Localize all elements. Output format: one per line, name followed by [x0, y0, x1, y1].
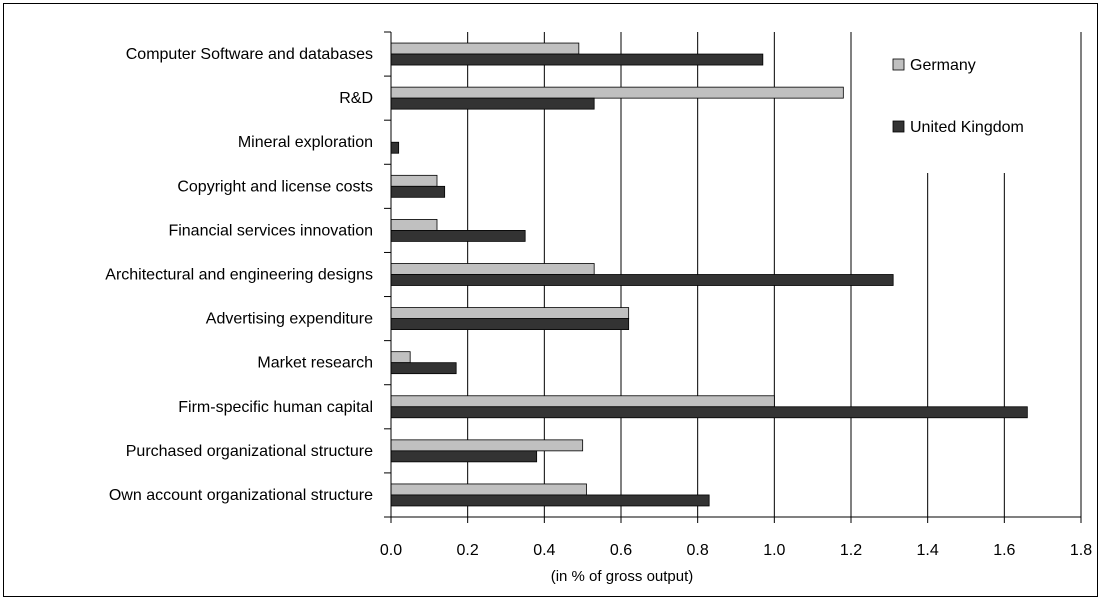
legend-swatch-germany — [892, 58, 905, 71]
bar-united-kingdom — [390, 494, 710, 507]
bar-united-kingdom — [390, 97, 595, 110]
legend: Germany United Kingdom — [892, 57, 1024, 136]
bar-united-kingdom — [390, 185, 446, 198]
x-tick-label: 1.0 — [763, 542, 785, 559]
bar-united-kingdom — [390, 406, 1028, 419]
x-tick-label: 1.4 — [917, 542, 939, 559]
category-label: R&D — [339, 90, 373, 107]
x-tick-label: 0.4 — [533, 542, 555, 559]
bar-germany — [390, 483, 587, 496]
bar-united-kingdom — [390, 362, 457, 375]
bar-germany — [390, 439, 584, 452]
x-tick-label: 1.2 — [840, 542, 862, 559]
bar-united-kingdom — [390, 318, 630, 330]
bars — [390, 42, 1028, 507]
bar-germany — [390, 263, 595, 275]
x-tick-label: 0.8 — [687, 542, 709, 559]
category-label: Financial services innovation — [168, 222, 373, 239]
category-label: Computer Software and databases — [126, 46, 373, 63]
category-label: Firm-specific human capital — [178, 399, 373, 416]
category-label: Mineral exploration — [238, 134, 373, 151]
x-tick-label: 0.2 — [457, 542, 479, 559]
bar-germany — [390, 395, 775, 408]
category-label: Market research — [257, 355, 373, 372]
x-tick-label: 0.0 — [380, 542, 402, 559]
category-label: Purchased organizational structure — [126, 443, 373, 460]
category-label: Own account organizational structure — [109, 487, 373, 504]
bar-united-kingdom — [390, 53, 764, 66]
bar-germany — [390, 219, 438, 231]
legend-swatch-united-kingdom — [892, 120, 905, 133]
category-label: Copyright and license costs — [177, 178, 373, 195]
bar-united-kingdom — [390, 274, 894, 286]
category-label: Architectural and engineering designs — [105, 267, 373, 284]
bar-germany — [390, 351, 411, 364]
bar-germany — [390, 42, 580, 55]
bar-germany — [390, 174, 438, 187]
bar-germany — [390, 307, 630, 319]
x-tick-label: 1.6 — [993, 542, 1015, 559]
x-tick-label: 0.6 — [610, 542, 632, 559]
category-labels: Computer Software and databases R&D Minera… — [105, 46, 373, 504]
bar-united-kingdom — [390, 450, 538, 463]
bar-united-kingdom — [390, 230, 526, 242]
category-label: Advertising expenditure — [206, 311, 373, 328]
tick-labels: 0.0 0.2 0.4 0.6 0.8 1.0 1.2 1.4 1.6 1.8 — [380, 542, 1092, 559]
x-axis-label: (in % of gross output) — [551, 568, 694, 585]
x-tick-label: 1.8 — [1070, 542, 1092, 559]
bar-united-kingdom — [390, 141, 400, 154]
legend-label: United Kingdom — [910, 119, 1024, 136]
legend-label: Germany — [910, 57, 976, 74]
axes — [384, 31, 1082, 523]
bar-germany — [390, 86, 844, 99]
